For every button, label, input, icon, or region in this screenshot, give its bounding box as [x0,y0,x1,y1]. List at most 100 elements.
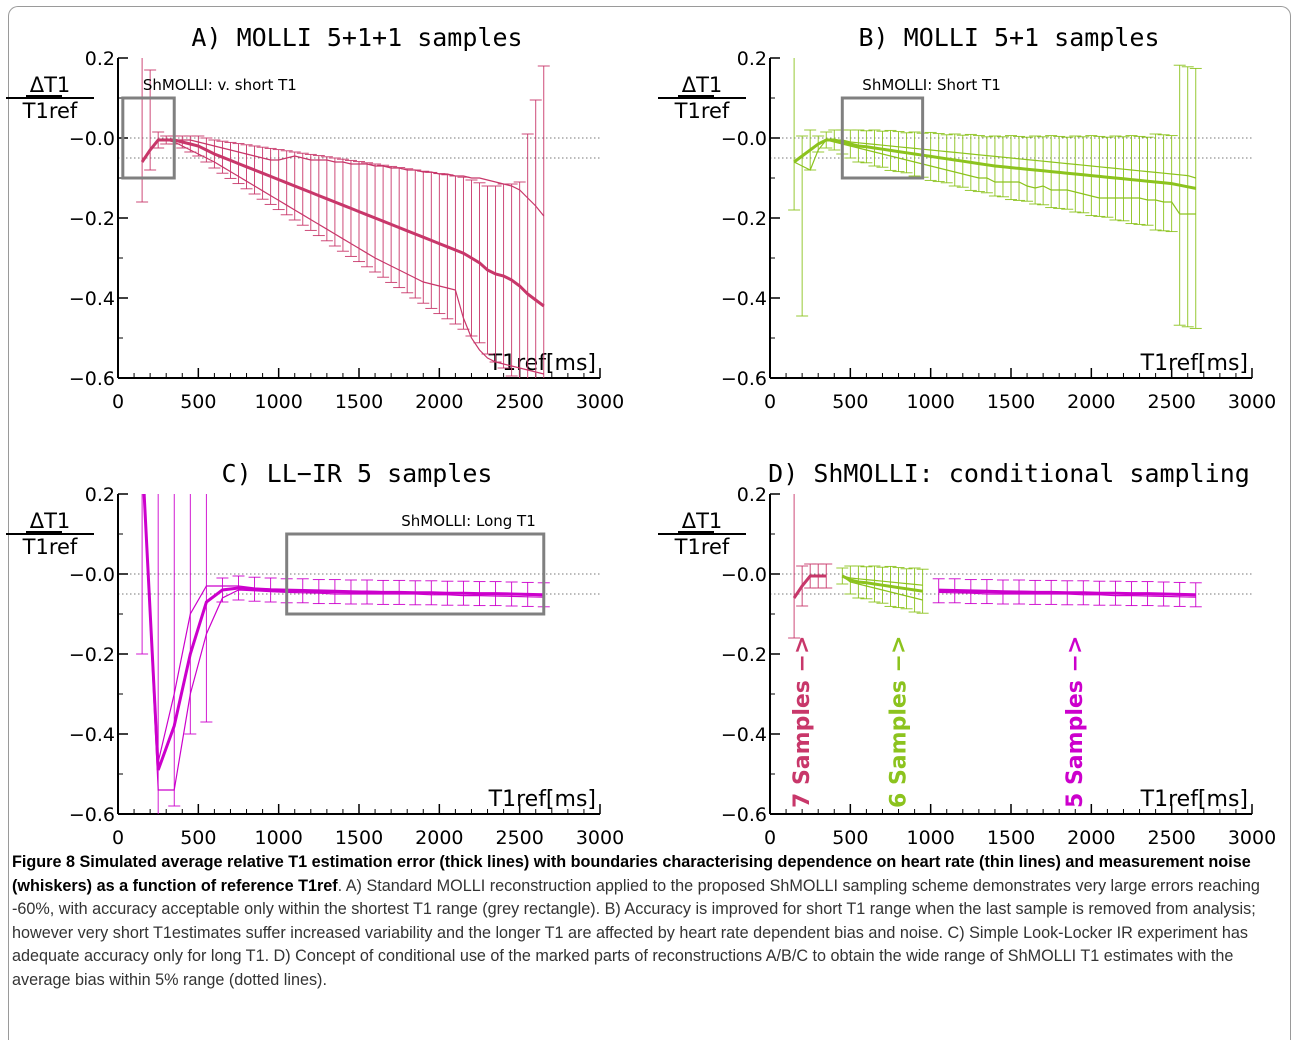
x-tick-label: 500 [180,391,216,413]
y-label-numerator: ΔT1 [30,73,71,97]
plot-area [788,58,1202,329]
x-tick-label: 3000 [1228,391,1276,413]
x-tick-label: 1000 [906,391,954,413]
x-tick-label: 2500 [1147,827,1195,849]
figure-caption: Figure 8 Simulated average relative T1 e… [12,851,1287,992]
chart-title: A) MOLLI 5+1+1 samples [191,23,522,52]
x-axis-label: T1ref[ms] [1140,787,1248,812]
y-label-denominator: T1ref [674,535,730,559]
shmolli-range-box [285,532,546,616]
x-axis-label: T1ref[ms] [488,787,596,812]
x-tick-label: 1500 [335,391,383,413]
y-label-denominator: T1ref [22,535,78,559]
y-tick-label: −0.4 [69,724,115,746]
figure-frame [8,6,1291,1040]
panel-b: B) MOLLI 5+1 samples 0.2 −0.0 −0.2 −0.4 −0.60… [658,23,1276,413]
x-tick-label: 3000 [1228,827,1276,849]
shmolli-range-label: ShMOLLI: Long T1 [401,512,536,530]
sample-count-annotation: 6 Samples −> [887,636,912,808]
x-tick-label: 0 [764,827,776,849]
y-label-numerator: ΔT1 [682,73,723,97]
panel-c: C) LL−IR 5 samples 0.2 −0.0 −0.2 −0.4 −0.60 50… [6,459,624,849]
y-tick-label: 0.2 [85,484,115,506]
x-tick-label: 3000 [576,391,624,413]
sample-count-annotation: 7 Samples −> [790,636,815,808]
plot-area [136,58,550,378]
x-tick-label: 3000 [576,827,624,849]
y-label-numerator: ΔT1 [682,509,723,533]
x-tick-label: 2000 [1067,827,1115,849]
shmolli-range-label: ShMOLLI: Short T1 [862,76,1000,94]
x-tick-label: 2500 [495,391,543,413]
x-tick-label: 1500 [987,827,1035,849]
caption-title: Simulated average relative T1 estimation… [12,853,1251,895]
x-tick-label: 0 [112,827,124,849]
y-tick-label: −0.0 [69,128,115,150]
y-tick-label: 0.2 [737,48,767,70]
series-3-mean-line [938,589,1196,597]
x-tick-label: 1000 [906,827,954,849]
series-1-mean-line [792,574,827,599]
y-tick-label: −0.2 [69,644,115,666]
x-tick-label: 1000 [254,391,302,413]
x-tick-label: 500 [180,827,216,849]
plot-area [788,494,1202,639]
series-upper-bound-line [143,494,544,763]
y-tick-label: −0.2 [69,208,115,230]
y-tick-label: −0.0 [721,564,767,586]
series-2-mean-line [841,574,923,593]
y-tick-label: 0.2 [85,48,115,70]
shmolli-range-box [840,96,925,180]
chart-title: D) ShMOLLI: conditional sampling [768,459,1250,488]
x-tick-label: 2000 [415,391,463,413]
y-tick-label: −0.6 [721,368,767,390]
y-tick-label: −0.0 [69,564,115,586]
series-mean-line [140,138,545,308]
panel-a: A) MOLLI 5+1+1 samples 0.2 −0.0 −0.2 −0.4 −0.… [6,23,624,413]
series-mean-line [142,494,544,771]
sample-count-annotation: 5 Samples −> [1063,636,1088,808]
shmolli-range-box [121,96,176,180]
y-label-numerator: ΔT1 [30,509,71,533]
series-upper-bound-line [141,139,545,217]
series-mean-line [793,138,1197,190]
x-tick-label: 2000 [415,827,463,849]
plot-area [136,494,550,814]
y-tick-label: −0.6 [721,804,767,826]
x-tick-label: 1500 [987,391,1035,413]
y-tick-label: −0.4 [69,288,115,310]
x-tick-label: 500 [832,391,868,413]
y-tick-label: 0.2 [737,484,767,506]
figure-panels: A) MOLLI 5+1+1 samples 0.2 −0.0 −0.2 −0.4 −0.… [6,23,1276,849]
chart-title: C) LL−IR 5 samples [222,459,493,488]
shmolli-range-label: ShMOLLI: v. short T1 [143,76,297,94]
x-tick-label: 0 [764,391,776,413]
x-axis-label: T1ref[ms] [488,351,596,376]
chart-title: B) MOLLI 5+1 samples [858,23,1159,52]
y-tick-label: −0.0 [721,128,767,150]
y-label-denominator: T1ref [22,99,78,123]
y-tick-label: −0.6 [69,368,115,390]
y-tick-label: −0.4 [721,724,767,746]
x-tick-label: 2500 [1147,391,1195,413]
caption-text: . A) Standard MOLLI reconstruction appli… [12,876,1260,989]
x-tick-label: 1500 [335,827,383,849]
x-axis-label: T1ref[ms] [1140,351,1248,376]
series-lower-bound-line [143,494,544,791]
series-upper-bound-line [793,139,1196,179]
y-tick-label: −0.2 [721,644,767,666]
y-tick-label: −0.2 [721,208,767,230]
y-tick-label: −0.4 [721,288,767,310]
series-lower-bound-line [141,139,544,375]
series-2-lower-bound-line [841,575,923,601]
y-tick-label: −0.6 [69,804,115,826]
series-lower-bound-line [793,139,1196,215]
x-tick-label: 2000 [1067,391,1115,413]
x-tick-label: 500 [832,827,868,849]
y-label-denominator: T1ref [674,99,730,123]
x-tick-label: 2500 [495,827,543,849]
caption-label: Figure 8 [12,853,75,871]
x-tick-label: 0 [112,391,124,413]
x-tick-label: 1000 [254,827,302,849]
